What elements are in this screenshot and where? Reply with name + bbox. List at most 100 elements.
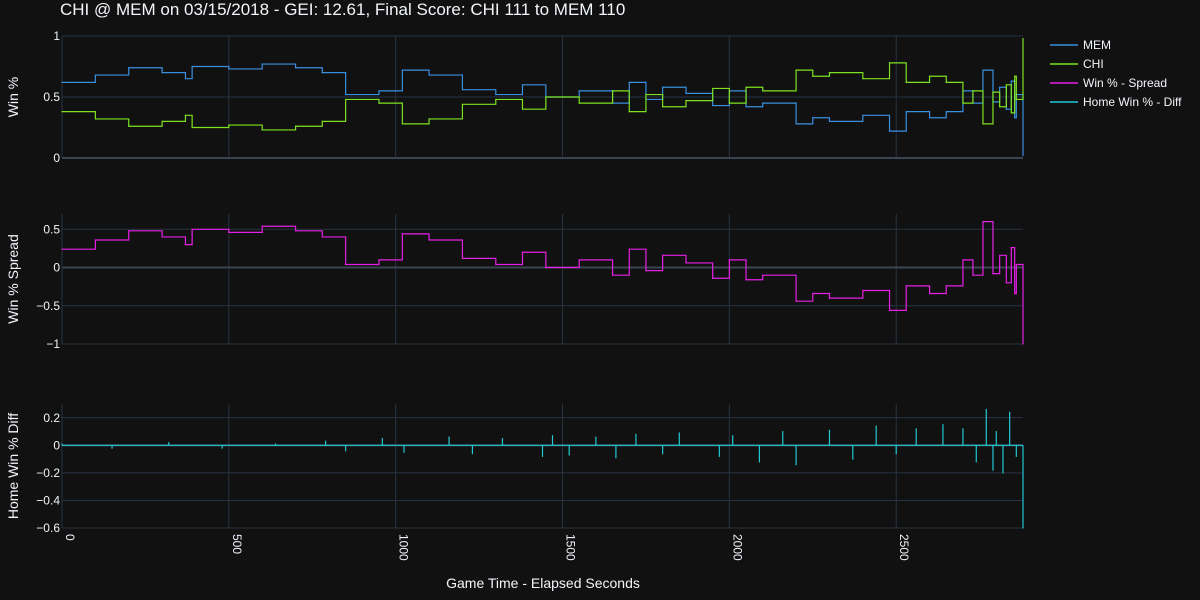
panel-1-y-tick-label-1: 0.5 xyxy=(43,90,60,104)
data-point-win-spread-31 xyxy=(862,289,864,292)
data-point-win-spread-43 xyxy=(1014,292,1016,295)
data-point-win-spread-44 xyxy=(1015,263,1017,266)
data-point-chi-26 xyxy=(745,86,747,88)
grid-layer xyxy=(61,35,1023,529)
data-point-win-spread-30 xyxy=(828,297,831,299)
data-point-home-win-diff-14 xyxy=(568,454,570,456)
data-point-mem-0 xyxy=(61,81,63,83)
data-point-chi-29 xyxy=(812,75,814,77)
data-point-mem-6 xyxy=(228,68,230,70)
data-point-chi-25 xyxy=(728,102,730,104)
data-point-mem-26 xyxy=(745,106,747,108)
data-point-home-win-diff-8 xyxy=(403,451,405,453)
data-point-home-win-diff-4 xyxy=(274,443,277,445)
data-point-chi-41 xyxy=(1005,84,1007,86)
data-point-home-win-diff-24 xyxy=(795,464,797,466)
data-point-chi-16 xyxy=(521,108,524,110)
legend-label-1: CHI xyxy=(1083,57,1104,71)
data-point-win-spread-21 xyxy=(645,269,647,272)
data-point-mem-10 xyxy=(345,93,347,96)
data-point-win-spread-33 xyxy=(905,285,907,287)
data-point-home-win-diff-20 xyxy=(718,455,720,457)
data-point-chi-7 xyxy=(261,129,263,131)
panel-3-y-tick-label-4: 0.2 xyxy=(43,411,60,425)
data-point-chi-13 xyxy=(428,118,430,120)
data-point-chi-27 xyxy=(762,90,764,92)
legend-item-win-spread[interactable]: Win % - Spread xyxy=(1050,76,1167,90)
data-point-mem-30 xyxy=(828,120,831,122)
data-point-mem-5 xyxy=(191,65,193,68)
data-point-chi-0 xyxy=(61,111,63,113)
data-point-chi-1 xyxy=(94,118,96,120)
legend-label-2: Win % - Spread xyxy=(1083,76,1167,90)
data-point-chi-22 xyxy=(662,106,664,108)
data-point-chi-33 xyxy=(905,81,907,83)
data-point-chi-14 xyxy=(461,103,464,105)
series-line-chi xyxy=(62,38,1024,131)
series-line-home-win-diff xyxy=(61,409,1024,528)
data-point-home-win-diff-15 xyxy=(595,436,597,438)
data-point-win-spread-13 xyxy=(428,239,430,241)
data-point-win-spread-1 xyxy=(94,239,96,241)
data-point-home-win-diff-16 xyxy=(615,457,617,459)
panel-3-y-tick-label-0: −0.6 xyxy=(36,521,60,535)
data-point-mem-7 xyxy=(261,63,263,65)
data-point-win-spread-27 xyxy=(762,274,764,276)
data-point-win-spread-8 xyxy=(294,230,297,232)
x-tick-label-3: 1500 xyxy=(564,534,578,561)
data-point-mem-2 xyxy=(128,67,130,69)
data-point-win-spread-16 xyxy=(521,251,524,253)
data-point-win-spread-14 xyxy=(461,257,464,259)
data-point-chi-21 xyxy=(645,93,647,96)
data-point-mem-42 xyxy=(1010,80,1012,82)
data-point-mem-24 xyxy=(712,104,714,107)
data-point-win-spread-39 xyxy=(992,273,994,275)
data-point-chi-8 xyxy=(294,125,297,127)
data-point-chi-17 xyxy=(545,96,547,98)
data-point-win-spread-11 xyxy=(378,259,380,261)
panel-3-y-tick-label-1: −0.4 xyxy=(36,493,60,507)
data-point-home-win-diff-0 xyxy=(61,443,63,445)
data-point-win-spread-26 xyxy=(745,279,747,281)
data-point-win-spread-41 xyxy=(1005,282,1007,284)
x-tick-label-5: 2500 xyxy=(897,534,911,561)
legend-item-chi[interactable]: CHI xyxy=(1050,57,1104,71)
data-point-chi-39 xyxy=(992,91,994,93)
data-point-win-spread-29 xyxy=(812,292,814,295)
legend-item-mem[interactable]: MEM xyxy=(1050,38,1111,52)
series-line-win-spread xyxy=(62,221,1024,344)
data-point-chi-3 xyxy=(161,120,163,122)
data-point-win-spread-0 xyxy=(61,248,63,250)
panel-1-y-tick-label-0: 0 xyxy=(53,151,60,165)
data-point-chi-23 xyxy=(685,100,687,102)
data-point-win-spread-2 xyxy=(128,230,130,232)
data-point-mem-9 xyxy=(321,72,323,74)
data-point-mem-20 xyxy=(628,81,630,83)
data-point-win-spread-40 xyxy=(999,254,1001,256)
panel-3-y-tick-label-3: 0 xyxy=(53,438,60,452)
data-point-chi-20 xyxy=(628,111,630,113)
data-point-home-win-diff-38 xyxy=(1015,455,1017,457)
data-point-chi-10 xyxy=(345,98,347,101)
data-point-home-win-diff-26 xyxy=(852,458,854,460)
data-point-home-win-diff-23 xyxy=(782,430,784,433)
data-point-mem-15 xyxy=(495,93,497,96)
data-point-home-win-diff-37 xyxy=(1009,411,1011,413)
data-point-home-win-diff-21 xyxy=(732,435,734,437)
data-point-win-spread-36 xyxy=(962,259,964,261)
legend[interactable]: MEM CHI Win % - Spread Home Win % - Diff xyxy=(1050,38,1182,109)
data-point-chi-19 xyxy=(611,90,614,92)
data-point-win-spread-24 xyxy=(712,277,714,279)
data-point-home-win-diff-36 xyxy=(1002,472,1004,474)
data-point-win-spread-28 xyxy=(795,300,797,302)
legend-item-home-win-diff[interactable]: Home Win % - Diff xyxy=(1050,95,1182,109)
data-point-home-win-diff-31 xyxy=(962,428,964,430)
data-point-mem-22 xyxy=(662,86,664,88)
data-point-win-spread-37 xyxy=(972,274,974,276)
panel-3-y-axis-title: Home Win % Diff xyxy=(5,413,21,519)
data-point-win-spread-45 xyxy=(1022,343,1024,345)
data-point-mem-38 xyxy=(982,69,984,71)
data-point-home-win-diff-32 xyxy=(975,461,977,463)
data-point-chi-30 xyxy=(828,72,831,74)
data-point-home-win-diff-35 xyxy=(995,430,997,433)
